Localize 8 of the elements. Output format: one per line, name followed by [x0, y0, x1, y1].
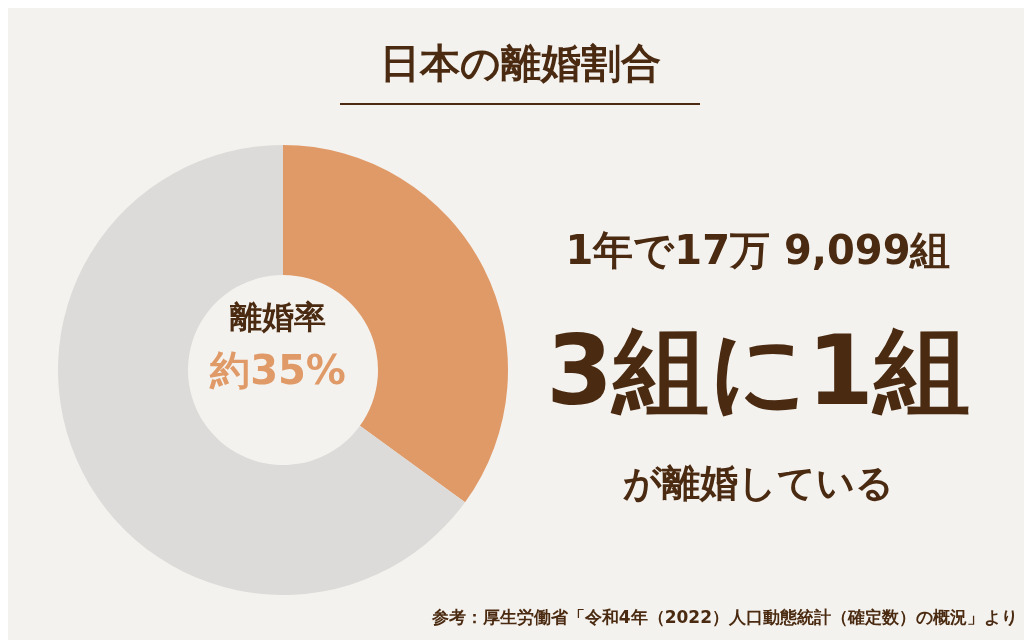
text: 離婚率: [229, 297, 327, 338]
chart-title: 日本の離婚割合: [340, 36, 700, 105]
text: 3組に1組: [545, 314, 971, 429]
donut-slice: [58, 145, 466, 595]
text: が離婚している: [621, 460, 895, 507]
text: 1年で17万 9,099組: [564, 226, 952, 275]
text: 参考：厚生労働省「令和4年（2022）人口動態統計（確定数）の概況」より: [430, 606, 1018, 629]
text: 約35%: [208, 346, 347, 395]
